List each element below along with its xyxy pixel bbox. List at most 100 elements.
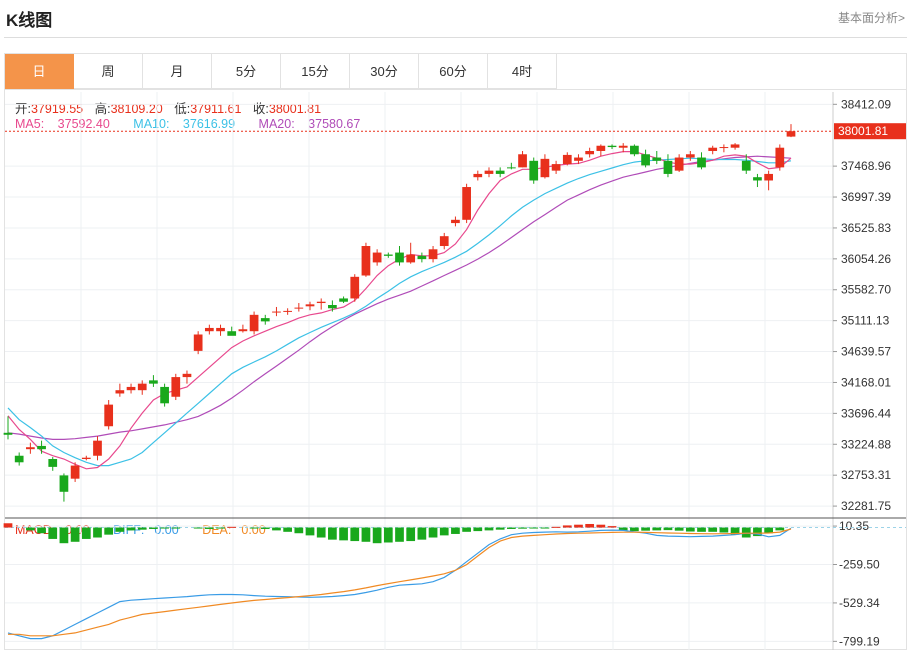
tab-month[interactable]: 月 [143,54,212,89]
candle-body [764,173,773,181]
macd-bar [93,527,102,538]
price-tick-label: 36525.83 [841,221,891,235]
macd-bar [708,527,718,532]
ma10-value: 37616.99 [182,117,236,131]
macd-bar [26,527,35,531]
macd-bar [685,527,695,532]
macd-bar [216,527,225,529]
tab-15min[interactable]: 15分 [281,54,350,89]
macd-bar [417,527,427,540]
price-tick-label: 37468.96 [841,159,891,173]
candle-body [596,145,606,151]
macd-bar [372,527,382,544]
ma5-label: MA5: [15,117,45,131]
macd-diff-line [7,527,792,640]
macd-bar [294,527,304,534]
candle-body [3,432,13,435]
candle-body [294,307,304,309]
macd-bar [596,524,606,528]
macd-bar [70,527,80,542]
macd-bar [674,527,684,531]
candle-body [372,252,382,263]
macd-bar [350,527,360,542]
macd-bar [506,527,516,529]
tab-5min[interactable]: 5分 [212,54,281,89]
open-value: 37919.55 [30,102,84,116]
candle-body [204,327,214,332]
macd-bar [115,527,125,532]
period-tabs: 日 周 月 5分 15分 30分 60分 4时 [5,54,557,90]
macd-bar [719,527,729,533]
candle-body [328,305,337,309]
tab-4hour[interactable]: 4时 [488,54,557,89]
candle-body [462,187,471,220]
macd-bar [3,523,13,528]
price-tick-label: 33696.44 [841,406,891,420]
candle-body [473,173,483,178]
candle-body [685,154,695,158]
candle-body [104,404,114,427]
ma20-readout: MA20: 37580.67 [259,117,371,131]
macd-bar [473,527,483,532]
candle-body [14,455,24,463]
header-divider [4,37,907,38]
tab-day[interactable]: 日 [5,54,74,89]
macd-bar [551,526,561,528]
chart-frame [4,53,907,650]
high-value: 38109.20 [110,102,163,116]
candle-body [149,380,158,384]
tab-60min[interactable]: 60分 [419,54,488,89]
price-tick-label: 32753.31 [841,468,891,482]
candle-body [260,318,270,322]
page-title: K线图 [6,11,53,30]
macd-bar [249,527,259,529]
macd-bar [149,527,158,529]
fundamental-analysis-link[interactable]: 基本面分析> [837,11,905,25]
ma5-value: 37592.40 [57,117,110,131]
candle-body [417,255,427,260]
candle-body [451,219,460,224]
close-value: 38001.81 [268,102,322,116]
candle-body [428,249,438,260]
macd-tick-label: -529.34 [839,596,880,610]
candle-body [484,170,494,174]
candle-body [383,254,393,256]
tabs-divider [5,89,906,90]
candle-body [249,314,259,332]
candle-body [216,327,225,332]
ma20-value: 37580.67 [308,117,361,131]
macd-bar [562,525,572,528]
candle-body [361,246,371,276]
price-tick-label: 35582.70 [841,283,891,297]
macd-bar [529,527,539,529]
candle-body [115,390,125,394]
low-label: 低: [174,102,191,116]
macd-tick-label: -799.19 [839,634,880,648]
macd-bar [171,527,181,529]
tab-week[interactable]: 周 [74,54,143,89]
ma-readout: MA5: 37592.40 MA10: 37616.99 MA20: 37580… [15,117,380,131]
candle-body [708,147,718,151]
macd-bar [540,527,550,529]
ma20-label: MA20: [258,117,295,131]
candle-body [730,144,740,148]
macd-tick-label: -259.50 [839,557,880,571]
candle-body [406,254,416,263]
candle-body [126,386,136,391]
candle-body [48,459,58,467]
macd-bar [753,527,762,537]
macd-bar [260,527,270,529]
candle-body [305,304,315,307]
candle-body [350,276,360,299]
price-tick-label: 32281.75 [841,499,891,513]
candle-body [439,236,449,247]
close-label: 收: [252,102,269,116]
macd-bar [741,527,751,538]
macd-bar [451,527,460,534]
macd-bar [283,527,293,532]
candle-body [283,310,293,312]
tab-30min[interactable]: 30分 [350,54,419,89]
candle-body [529,160,539,181]
candle-body [775,147,785,168]
